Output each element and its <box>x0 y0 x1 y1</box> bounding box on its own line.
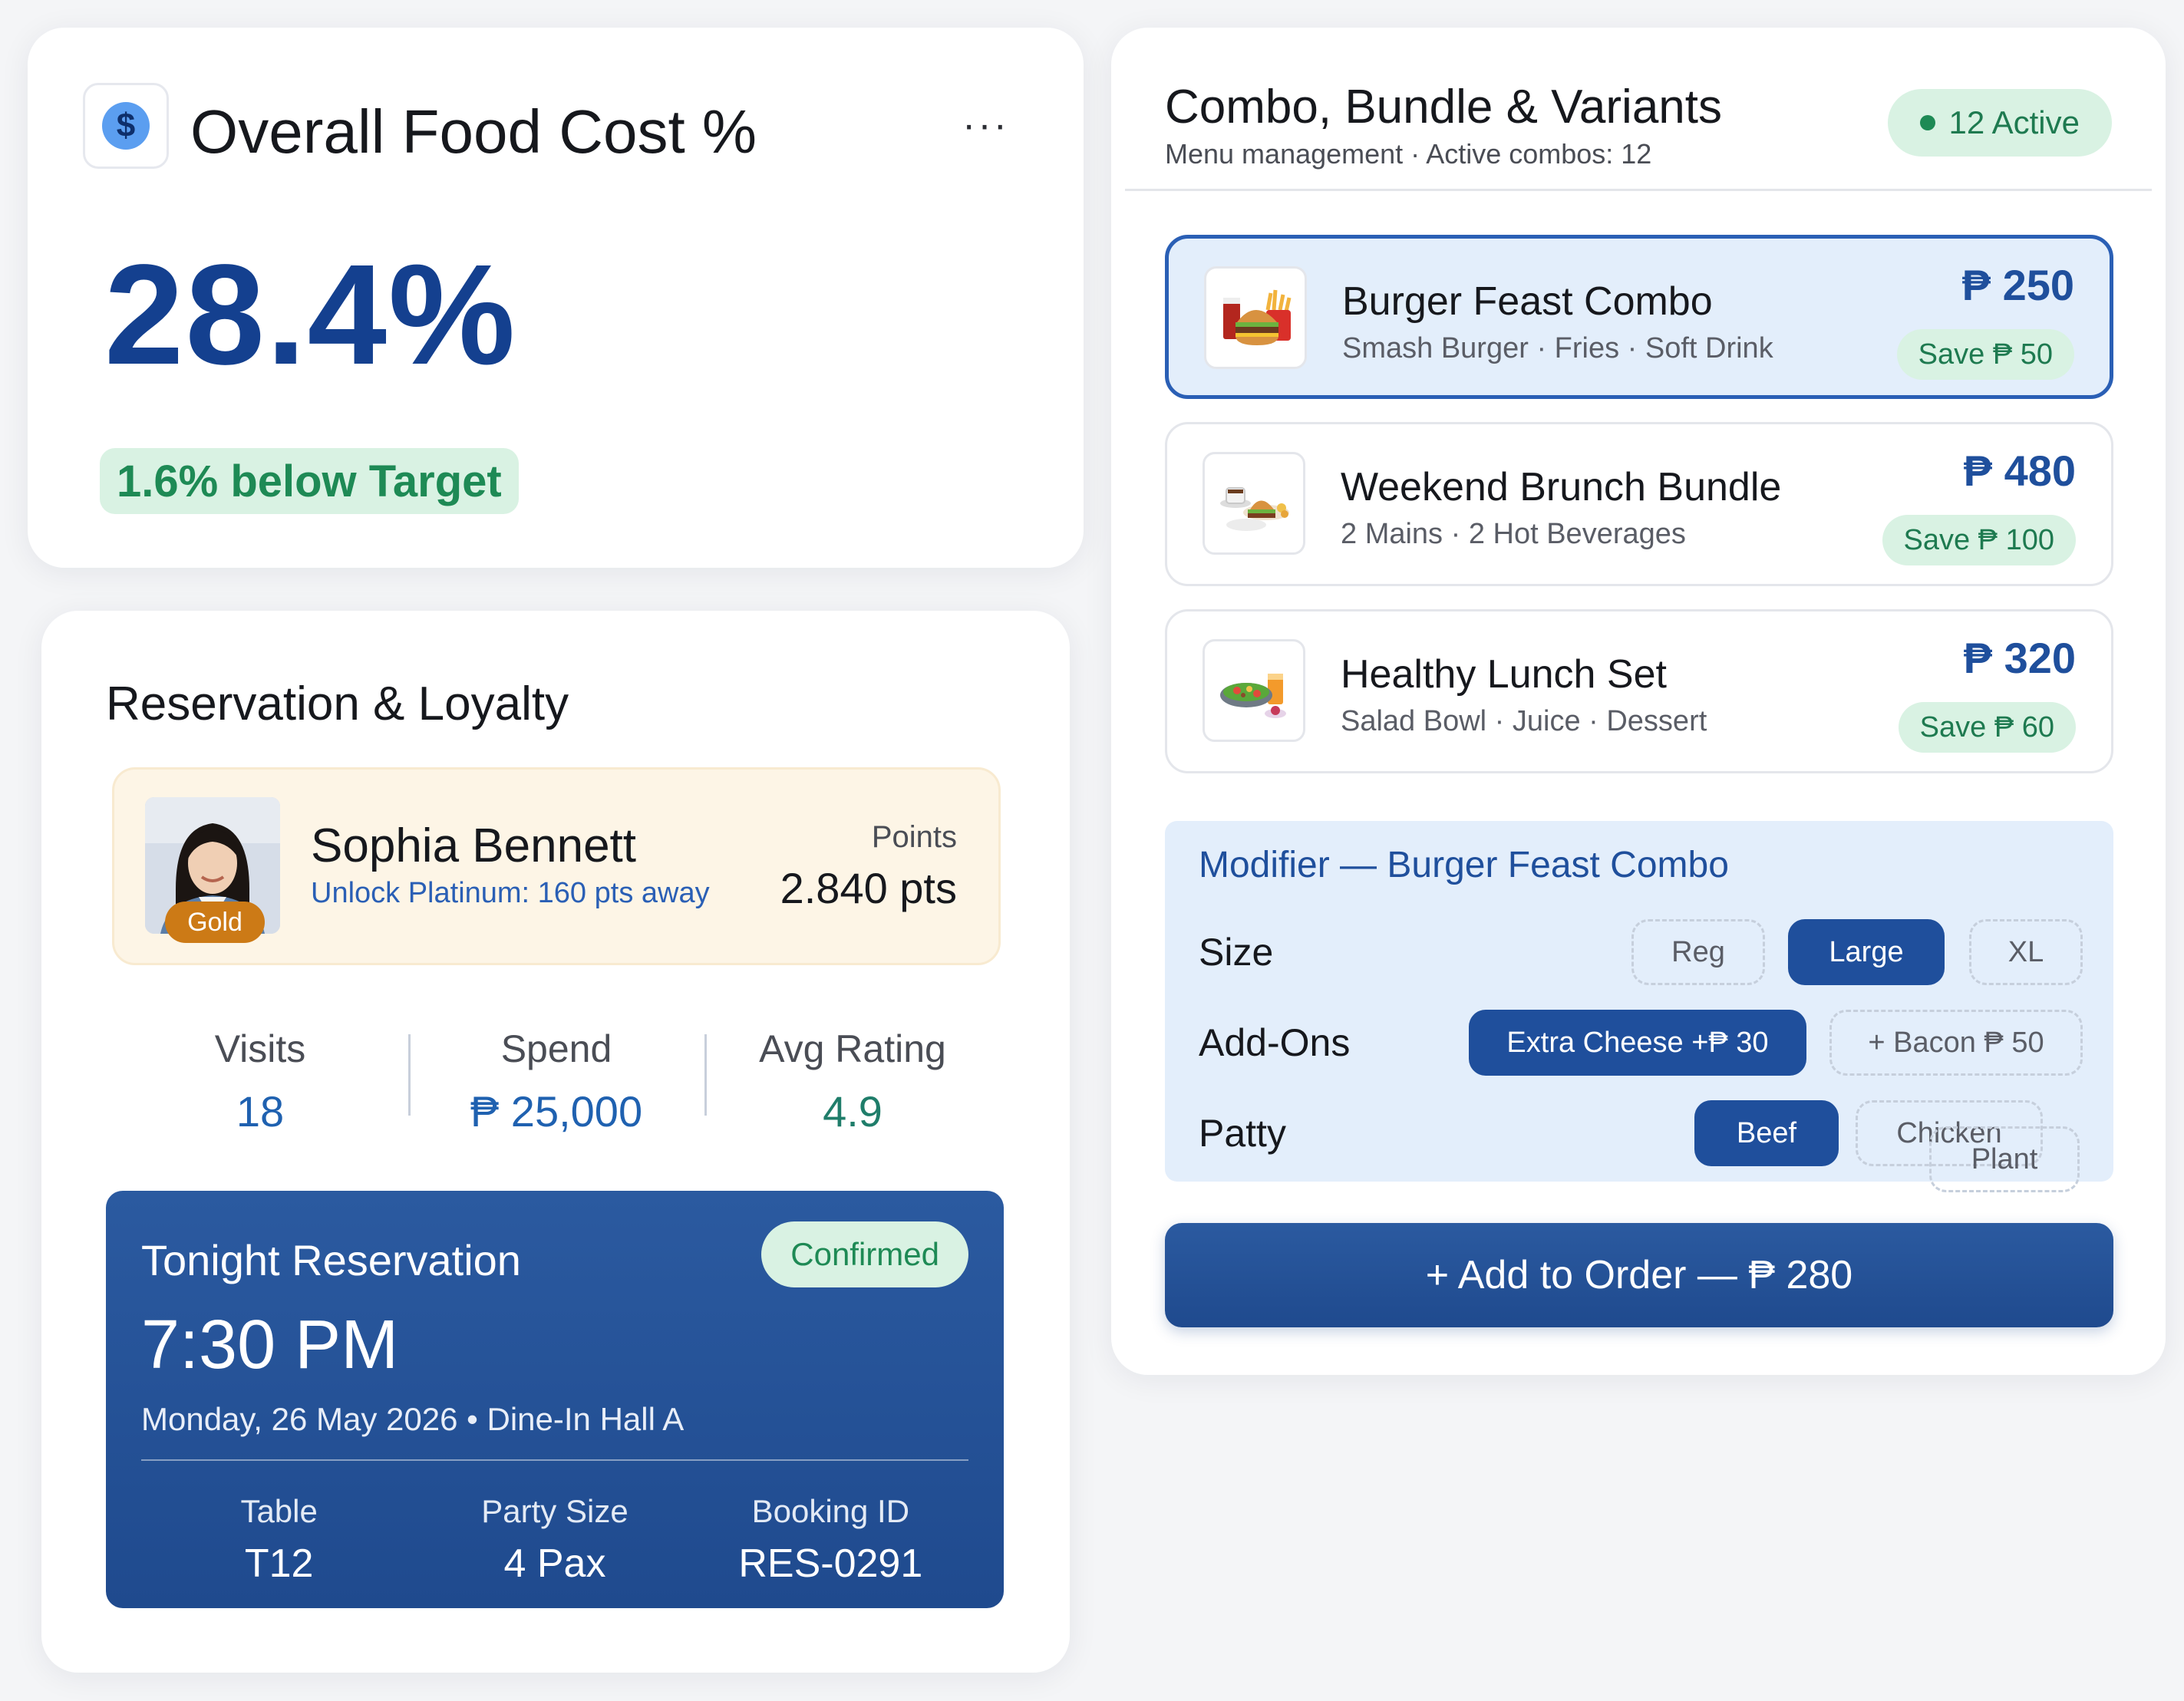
combo-description: Salad Bowl · Juice · Dessert <box>1341 705 1707 737</box>
combo-description: Smash Burger · Fries · Soft Drink <box>1342 332 1773 364</box>
modifier-row-add-ons: Add-Ons Extra Cheese +₱ 30 + Bacon ₱ 50 <box>1199 1010 2083 1076</box>
detail-label: Table <box>240 1493 318 1529</box>
savings-badge: Save ₱ 100 <box>1882 515 2076 565</box>
combo-item-weekend-brunch[interactable]: Weekend Brunch Bundle 2 Mains · 2 Hot Be… <box>1165 422 2113 586</box>
tonight-reservation-panel[interactable]: Tonight Reservation Confirmed 7:30 PM Mo… <box>106 1191 1004 1608</box>
stat-visits: Visits 18 <box>112 1010 408 1140</box>
detail-table: Table T12 <box>141 1482 417 1587</box>
combo-price: ₱ 250 <box>1961 261 2074 309</box>
option-extra-cheese[interactable]: Extra Cheese +₱ 30 <box>1469 1010 1806 1076</box>
stat-value: ₱ 25,000 <box>470 1087 643 1136</box>
detail-value: T12 <box>244 1541 314 1586</box>
option-chicken[interactable]: Chicken <box>1856 1100 2043 1166</box>
status-dot-icon <box>1919 115 1935 130</box>
food-cost-title: Overall Food Cost % <box>190 97 757 166</box>
combo-item-healthy-lunch[interactable]: Healthy Lunch Set Salad Bowl · Juice · D… <box>1165 609 2113 773</box>
salad-set-icon <box>1203 639 1305 742</box>
points-value: 2.840 pts <box>780 864 957 912</box>
reservation-title: Tonight Reservation <box>141 1236 521 1284</box>
modifier-row-size: Size Reg Large XL <box>1199 919 2083 985</box>
food-cost-card: $ Overall Food Cost % ··· 28.4% 1.6% bel… <box>28 28 1084 568</box>
tier-badge: Gold <box>165 902 265 943</box>
active-count-label: 12 Active <box>1948 104 2080 140</box>
member-name: Sophia Bennett <box>311 819 637 872</box>
reservation-date-location: Monday, 26 May 2026 • Dine-In Hall A <box>141 1401 685 1437</box>
detail-label: Party Size <box>481 1493 628 1529</box>
option-large[interactable]: Large <box>1788 919 1945 985</box>
burger-combo-icon <box>1204 266 1307 369</box>
reservation-loyalty-card: Reservation & Loyalty Gold Sophia Bennet… <box>41 611 1070 1673</box>
combo-description: 2 Mains · 2 Hot Beverages <box>1341 518 1686 550</box>
option-reg[interactable]: Reg <box>1631 919 1765 985</box>
option-xl[interactable]: XL <box>1969 919 2083 985</box>
points-label: Points <box>871 820 957 854</box>
modifier-panel: Modifier — Burger Feast Combo Size Reg L… <box>1165 821 2113 1182</box>
detail-value: RES-0291 <box>738 1541 923 1586</box>
modifier-label: Size <box>1199 931 1274 974</box>
stat-avg-rating: Avg Rating 4.9 <box>704 1010 1001 1140</box>
add-to-order-button[interactable]: + Add to Order — ₱ 280 <box>1165 1223 2113 1327</box>
active-count-badge: 12 Active <box>1887 89 2112 157</box>
status-badge: Confirmed <box>761 1221 968 1287</box>
stat-label: Avg Rating <box>759 1027 946 1070</box>
combo-name: Burger Feast Combo <box>1342 279 1713 324</box>
divider <box>1125 189 2152 191</box>
loyalty-member-box[interactable]: Gold Sophia Bennett Unlock Platinum: 160… <box>112 767 1001 965</box>
combo-item-burger-feast[interactable]: Burger Feast Combo Smash Burger · Fries … <box>1165 235 2113 399</box>
avatar-portrait <box>145 797 280 934</box>
tier-unlock-text: Unlock Platinum: 160 pts away <box>311 877 710 909</box>
detail-booking-id: Booking ID RES-0291 <box>693 1482 968 1587</box>
savings-badge: Save ₱ 50 <box>1896 329 2074 380</box>
reservation-details: Table T12 Party Size 4 Pax Booking ID RE… <box>141 1482 968 1587</box>
modifier-title: Modifier — Burger Feast Combo <box>1199 845 1729 885</box>
avatar <box>145 797 280 934</box>
combo-price: ₱ 320 <box>1963 634 2076 682</box>
target-badge: 1.6% below Target <box>100 448 519 514</box>
reservation-loyalty-title: Reservation & Loyalty <box>106 677 569 730</box>
divider <box>141 1459 968 1461</box>
detail-value: 4 Pax <box>503 1541 606 1586</box>
combo-title: Combo, Bundle & Variants <box>1165 81 1723 134</box>
detail-label: Booking ID <box>751 1493 910 1529</box>
modifier-row-patty: Patty Beef Chicken <box>1199 1100 2080 1166</box>
stat-label: Visits <box>214 1027 306 1070</box>
combo-name: Healthy Lunch Set <box>1341 652 1667 697</box>
detail-party-size: Party Size 4 Pax <box>417 1482 692 1587</box>
stat-label: Spend <box>500 1027 612 1070</box>
brunch-bundle-icon <box>1203 452 1305 555</box>
stat-value: 4.9 <box>823 1087 883 1136</box>
option-bacon[interactable]: + Bacon ₱ 50 <box>1829 1010 2083 1076</box>
dollar-icon: $ <box>83 83 169 169</box>
modifier-label: Add-Ons <box>1199 1021 1351 1064</box>
more-options-icon[interactable]: ··· <box>962 103 1009 147</box>
combo-subtitle: Menu management · Active combos: 12 <box>1165 138 1652 170</box>
option-beef[interactable]: Beef <box>1694 1100 1839 1166</box>
modifier-label: Patty <box>1199 1112 1286 1155</box>
combo-bundle-card: Combo, Bundle & Variants Menu management… <box>1111 28 2166 1375</box>
option-plant[interactable]: Plant <box>1929 1126 2080 1192</box>
stat-spend: Spend ₱ 25,000 <box>408 1010 704 1140</box>
food-cost-value: 28.4% <box>104 236 517 394</box>
reservation-time: 7:30 PM <box>141 1307 399 1383</box>
stat-value: 18 <box>236 1087 285 1136</box>
member-stats: Visits 18 Spend ₱ 25,000 Avg Rating 4.9 <box>112 1010 1001 1140</box>
savings-badge: Save ₱ 60 <box>1898 702 2076 753</box>
combo-name: Weekend Brunch Bundle <box>1341 465 1782 509</box>
combo-price: ₱ 480 <box>1963 447 2076 495</box>
